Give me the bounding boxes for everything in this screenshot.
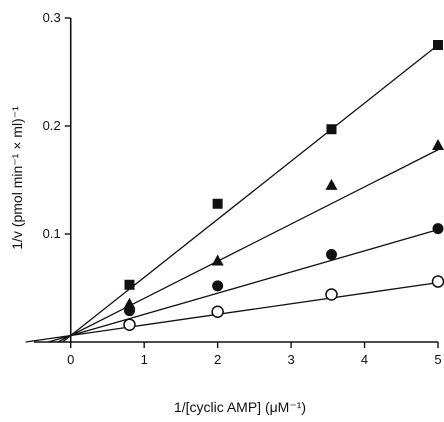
fit-line-3 xyxy=(48,229,439,343)
y-tick-label: 0.2 xyxy=(43,118,61,133)
data-point-triangle-filled xyxy=(432,138,444,150)
data-point-circle-filled xyxy=(212,280,224,292)
x-tick-label: 2 xyxy=(214,352,221,367)
data-point-circle-filled xyxy=(325,249,337,261)
data-point-circle-open xyxy=(431,275,444,288)
x-tick-label: 5 xyxy=(434,352,441,367)
data-point-circle-filled xyxy=(123,305,135,317)
fit-line-1 xyxy=(62,44,439,343)
x-axis-label: 1/[cyclic AMP] (μM⁻¹) xyxy=(174,399,306,415)
x-tick-label: 1 xyxy=(141,352,148,367)
y-tick-label: 0.1 xyxy=(43,226,61,241)
x-tick-label: 0 xyxy=(67,352,74,367)
x-tick-label: 4 xyxy=(361,352,368,367)
data-point-circle-open xyxy=(123,318,136,331)
data-point-circle-open xyxy=(325,288,338,301)
axes: 0 1 2 3 4 5 0.1 0.2 0.3 xyxy=(34,10,442,367)
data-point-square-filled xyxy=(433,40,443,50)
data-point-square-filled xyxy=(326,124,337,135)
data-points xyxy=(123,40,444,331)
fit-lines xyxy=(25,44,439,343)
x-tick-label: 3 xyxy=(287,352,294,367)
data-point-triangle-filled xyxy=(211,254,224,266)
fit-line-2 xyxy=(57,149,439,343)
data-point-circle-filled xyxy=(432,223,444,235)
axis-labels: 1/[cyclic AMP] (μM⁻¹) 1/v (pmol min⁻¹ × … xyxy=(9,106,306,415)
y-tick-label: 0.3 xyxy=(43,10,61,25)
data-point-square-filled xyxy=(124,279,135,290)
data-point-triangle-filled xyxy=(123,297,136,309)
data-point-square-filled xyxy=(212,198,223,209)
data-point-circle-open xyxy=(211,305,224,319)
y-axis-label: 1/v (pmol min⁻¹ × ml)⁻¹ xyxy=(9,106,25,250)
data-point-triangle-filled xyxy=(325,178,338,190)
fit-line-4 xyxy=(25,281,439,343)
